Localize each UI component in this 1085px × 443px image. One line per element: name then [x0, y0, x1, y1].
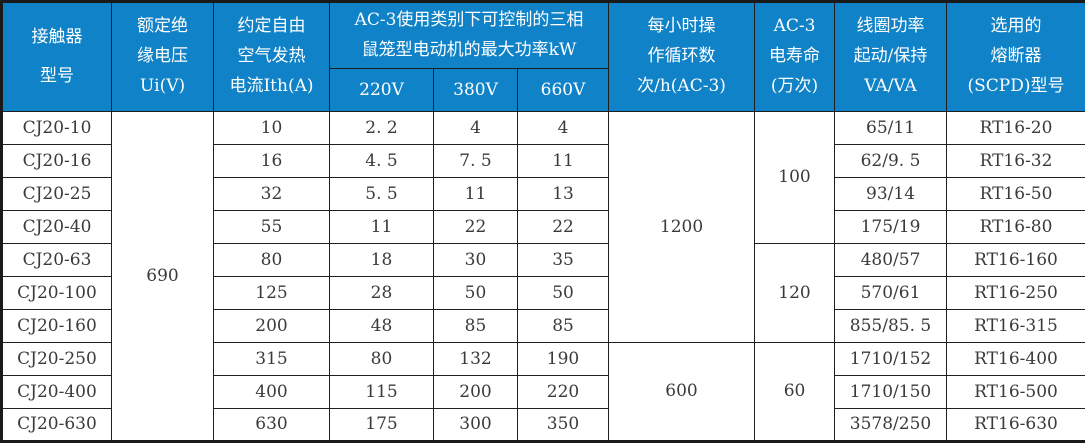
cell-660v: 22	[518, 211, 609, 244]
cell-cycles-merged: 600	[609, 343, 755, 442]
cell-coil: 1710/150	[835, 376, 947, 409]
cell-380v: 50	[434, 277, 518, 310]
cell-coil: 1710/152	[835, 343, 947, 376]
cell-380v: 85	[434, 310, 518, 343]
cell-fuse: RT16-400	[947, 343, 1085, 376]
header-coil-power: 线圈功率 起动/保持 VA/VA	[835, 2, 947, 112]
header-voltage: 额定绝 缘电压 Ui(V)	[112, 2, 214, 112]
cell-fuse: RT16-630	[947, 409, 1085, 442]
cell-660v: 13	[518, 178, 609, 211]
cell-660v: 190	[518, 343, 609, 376]
cell-fuse: RT16-50	[947, 178, 1085, 211]
cell-fuse: RT16-315	[947, 310, 1085, 343]
header-cycles-per-hour: 每小时操 作循环数 次/h(AC-3)	[609, 2, 755, 112]
cell-ith: 32	[214, 178, 330, 211]
header-model: 接触器 型号	[2, 2, 112, 112]
cell-220v: 5. 5	[330, 178, 434, 211]
cell-380v: 132	[434, 343, 518, 376]
cell-380v: 4	[434, 112, 518, 145]
cell-life-merged: 100	[755, 112, 835, 244]
cell-model: CJ20-40	[2, 211, 112, 244]
cell-ith: 400	[214, 376, 330, 409]
header-220v: 220V	[330, 69, 434, 112]
cell-fuse: RT16-20	[947, 112, 1085, 145]
cell-ith: 55	[214, 211, 330, 244]
header-electrical-life: AC-3 电寿命 (万次)	[755, 2, 835, 112]
cell-380v: 300	[434, 409, 518, 442]
cell-380v: 30	[434, 244, 518, 277]
cell-380v: 22	[434, 211, 518, 244]
cell-model: CJ20-100	[2, 277, 112, 310]
cell-coil: 93/14	[835, 178, 947, 211]
cell-model: CJ20-10	[2, 112, 112, 145]
header-660v: 660V	[518, 69, 609, 112]
cell-fuse: RT16-160	[947, 244, 1085, 277]
cell-coil: 3578/250	[835, 409, 947, 442]
table-body: CJ20-10 690 10 2. 2 4 4 1200 100 65/11 R…	[2, 112, 1085, 442]
cell-ith: 10	[214, 112, 330, 145]
cell-220v: 115	[330, 376, 434, 409]
cell-ith: 200	[214, 310, 330, 343]
cell-coil: 855/85. 5	[835, 310, 947, 343]
cell-660v: 11	[518, 145, 609, 178]
cell-model: CJ20-400	[2, 376, 112, 409]
cell-cycles-merged: 1200	[609, 112, 755, 343]
cell-660v: 50	[518, 277, 609, 310]
cell-ith: 80	[214, 244, 330, 277]
cell-220v: 28	[330, 277, 434, 310]
cell-fuse: RT16-80	[947, 211, 1085, 244]
cell-660v: 4	[518, 112, 609, 145]
cell-220v: 80	[330, 343, 434, 376]
cell-ith: 125	[214, 277, 330, 310]
cell-380v: 7. 5	[434, 145, 518, 178]
cell-model: CJ20-63	[2, 244, 112, 277]
cell-660v: 350	[518, 409, 609, 442]
cell-fuse: RT16-500	[947, 376, 1085, 409]
cell-coil: 480/57	[835, 244, 947, 277]
cell-220v: 48	[330, 310, 434, 343]
cell-model: CJ20-160	[2, 310, 112, 343]
cell-life-merged: 120	[755, 244, 835, 343]
cell-380v: 11	[434, 178, 518, 211]
table-header: 接触器 型号 额定绝 缘电压 Ui(V) 约定自由 空气发热 电流Ith(A) …	[2, 2, 1085, 112]
header-ac3-power-group: AC-3使用类别下可控制的三相 鼠笼型电动机的最大功率kW	[330, 2, 609, 69]
cell-220v: 18	[330, 244, 434, 277]
cell-coil: 65/11	[835, 112, 947, 145]
table-row: CJ20-10 690 10 2. 2 4 4 1200 100 65/11 R…	[2, 112, 1085, 145]
cell-ith: 315	[214, 343, 330, 376]
cell-model: CJ20-25	[2, 178, 112, 211]
cell-ui-voltage-merged: 690	[112, 112, 214, 442]
cell-220v: 4. 5	[330, 145, 434, 178]
cell-660v: 35	[518, 244, 609, 277]
header-fuse-model: 选用的 熔断器 (SCPD)型号	[947, 2, 1085, 112]
cell-660v: 85	[518, 310, 609, 343]
cell-coil: 175/19	[835, 211, 947, 244]
header-380v: 380V	[434, 69, 518, 112]
cell-life-merged: 60	[755, 343, 835, 442]
cell-220v: 2. 2	[330, 112, 434, 145]
header-thermal-current: 约定自由 空气发热 电流Ith(A)	[214, 2, 330, 112]
cell-model: CJ20-630	[2, 409, 112, 442]
cell-660v: 220	[518, 376, 609, 409]
cell-220v: 175	[330, 409, 434, 442]
cell-model: CJ20-250	[2, 343, 112, 376]
cell-ith: 16	[214, 145, 330, 178]
cell-coil: 570/61	[835, 277, 947, 310]
cell-ith: 630	[214, 409, 330, 442]
cell-220v: 11	[330, 211, 434, 244]
cell-fuse: RT16-250	[947, 277, 1085, 310]
cell-coil: 62/9. 5	[835, 145, 947, 178]
cell-model: CJ20-16	[2, 145, 112, 178]
cell-fuse: RT16-32	[947, 145, 1085, 178]
cell-380v: 200	[434, 376, 518, 409]
